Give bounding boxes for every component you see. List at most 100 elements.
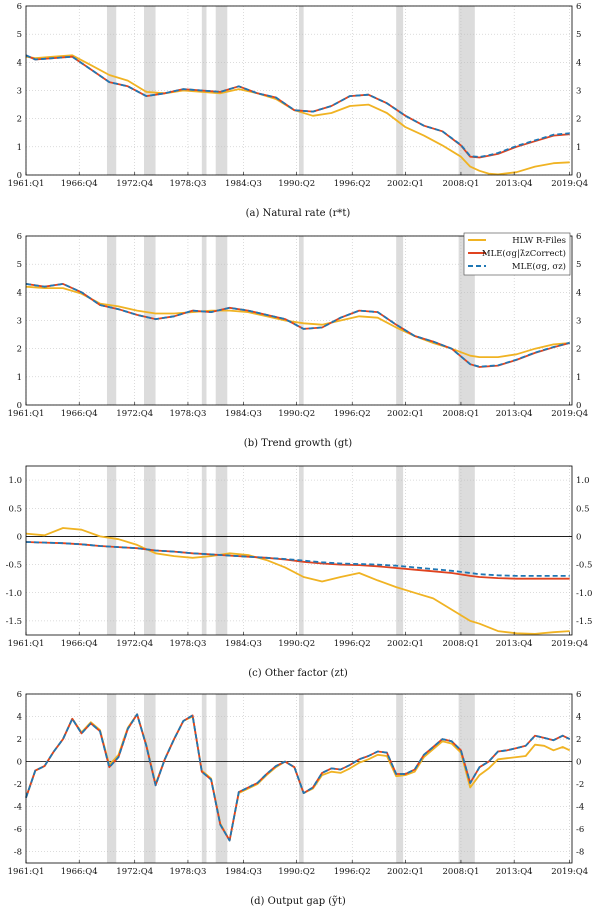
y-tick-label-left: 5 [17, 30, 22, 40]
x-tick-label: 1961:Q1 [8, 179, 45, 189]
panel-trend-growth: 1961:Q1 1966:Q4 1972:Q4 1978:Q3 1984:Q3 1990:… [8, 232, 589, 419]
x-tick-label: 1990:Q2 [278, 639, 315, 649]
plot-frame [25, 465, 573, 636]
recession-band [201, 694, 207, 863]
y-tick-label-left: 6 [17, 232, 22, 242]
x-tick-label: 2019:Q4 [551, 639, 588, 649]
y-tick-label-left: 1.0 [8, 476, 22, 486]
recession-band [215, 466, 228, 635]
recession-band [396, 6, 404, 175]
y-tick-label-left: -0.5 [6, 561, 22, 571]
y-tick-label-right: 4 [576, 288, 581, 298]
y-tick-label-right: 2 [576, 345, 581, 355]
x-tick-label: 1961:Q1 [8, 639, 45, 649]
plot-frame [25, 693, 573, 864]
y-tick-label-right: 0 [576, 401, 581, 411]
legend-label-mle-lambda: MLE(σg|λ̂zCorrect) [482, 248, 566, 259]
x-tick-label: 2019:Q4 [551, 409, 588, 419]
x-tick-label: 1972:Q4 [116, 867, 153, 877]
recession-band [299, 694, 304, 863]
series-line-0 [25, 527, 570, 635]
y-tick-label-right: 5 [576, 30, 581, 40]
y-tick-label-right: -1.5 [576, 617, 592, 627]
y-tick-label-left: 6 [17, 690, 22, 700]
x-tick-label: 2013:Q4 [496, 639, 533, 649]
y-tick-label-right: -4 [576, 803, 584, 813]
y-tick-label-left: 4 [17, 713, 22, 723]
y-tick-label-right: 0 [576, 758, 581, 768]
x-tick-label: 1984:Q3 [225, 179, 262, 189]
caption-other-factor: (c) Other factor (zt) [248, 668, 348, 679]
y-tick-label-right: 6 [576, 690, 581, 700]
x-tick-label: 1984:Q3 [225, 867, 262, 877]
y-tick-label-left: -2 [14, 780, 22, 790]
panel-natural-rate: 1961:Q1 1966:Q4 1972:Q4 1978:Q3 1984:Q3 1990:… [8, 2, 589, 189]
y-tick-label-left: -1.0 [6, 589, 22, 599]
x-tick-label: 1978:Q3 [170, 179, 207, 189]
series-line-0 [25, 54, 570, 176]
y-tick-label-left: 2 [17, 345, 22, 355]
recession-band [299, 236, 304, 405]
y-tick-label-right: 3 [576, 317, 581, 327]
x-tick-label: 2002:Q1 [387, 409, 424, 419]
x-tick-label: 2002:Q1 [387, 639, 424, 649]
recession-band [215, 694, 228, 863]
recession-band [458, 236, 475, 405]
recession-band [106, 694, 117, 863]
x-tick-label: 1978:Q3 [170, 639, 207, 649]
panel-other-factor: 1961:Q1 1966:Q4 1972:Q4 1978:Q3 1984:Q3 1990:… [6, 465, 592, 649]
caption-output-gap: (d) Output gap (ỹt) [250, 896, 346, 907]
recession-band [106, 236, 117, 405]
caption-natural-rate: (a) Natural rate (r*t) [246, 208, 351, 219]
y-tick-label-right: 5 [576, 260, 581, 270]
y-tick-label-right: 6 [576, 2, 581, 12]
x-tick-label: 2002:Q1 [387, 867, 424, 877]
x-tick-label: 1978:Q3 [170, 409, 207, 419]
y-tick-label-right: 1 [576, 373, 581, 383]
x-tick-label: 1972:Q4 [116, 179, 153, 189]
y-tick-label-right: 0 [576, 171, 581, 181]
recession-band [299, 6, 304, 175]
x-tick-label: 2008:Q1 [443, 179, 480, 189]
x-tick-label: 1984:Q3 [225, 409, 262, 419]
series-line-2 [25, 541, 570, 577]
x-tick-label: 1996:Q2 [334, 639, 371, 649]
x-tick-label: 2008:Q1 [443, 867, 480, 877]
y-tick-label-left: -8 [14, 848, 22, 858]
y-tick-label-left: 0 [17, 171, 22, 181]
recession-band [458, 694, 475, 863]
legend-label-hlw: HLW R-Files [512, 236, 566, 246]
y-tick-label-left: 1 [17, 373, 22, 383]
x-tick-label: 1961:Q1 [8, 867, 45, 877]
x-tick-label: 1966:Q4 [61, 179, 98, 189]
y-tick-label-right: 0 [576, 532, 581, 542]
x-tick-label: 2019:Q4 [551, 867, 588, 877]
y-tick-label-left: 3 [17, 87, 22, 97]
legend-label-mle-sigma: MLE(σg, σz) [512, 261, 566, 272]
y-tick-label-right: 4 [576, 58, 581, 68]
y-tick-label-left: 5 [17, 260, 22, 270]
y-tick-label-right: -6 [576, 825, 584, 835]
y-tick-label-right: -2 [576, 780, 584, 790]
x-tick-label: 2002:Q1 [387, 179, 424, 189]
y-tick-label-right: 3 [576, 87, 581, 97]
y-tick-label-left: 1 [17, 143, 22, 153]
caption-trend-growth: (b) Trend growth (gt) [244, 438, 352, 449]
panel-output-gap: 1961:Q1 1966:Q4 1972:Q4 1978:Q3 1984:Q3 1990:… [8, 690, 589, 877]
recession-band [143, 694, 156, 863]
x-tick-label: 2013:Q4 [496, 867, 533, 877]
y-tick-label-left: 0 [17, 532, 22, 542]
series-line-2 [25, 713, 571, 842]
y-tick-label-right: 2 [576, 735, 581, 745]
legend: HLW R-Files MLE(σg|λ̂zCorrect) MLE(σg, σ… [463, 232, 571, 276]
recession-band [106, 6, 117, 175]
y-tick-label-right: 4 [576, 713, 581, 723]
x-tick-label: 1978:Q3 [170, 867, 207, 877]
x-tick-label: 1961:Q1 [8, 409, 45, 419]
x-tick-label: 2013:Q4 [496, 179, 533, 189]
x-tick-label: 2019:Q4 [551, 179, 588, 189]
plot-frame [25, 5, 573, 176]
y-tick-label-left: 3 [17, 317, 22, 327]
series-line-0 [25, 285, 570, 358]
